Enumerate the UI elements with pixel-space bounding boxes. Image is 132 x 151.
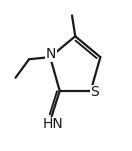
Text: HN: HN	[43, 117, 63, 131]
Text: S: S	[90, 85, 99, 99]
Text: N: N	[46, 47, 56, 61]
